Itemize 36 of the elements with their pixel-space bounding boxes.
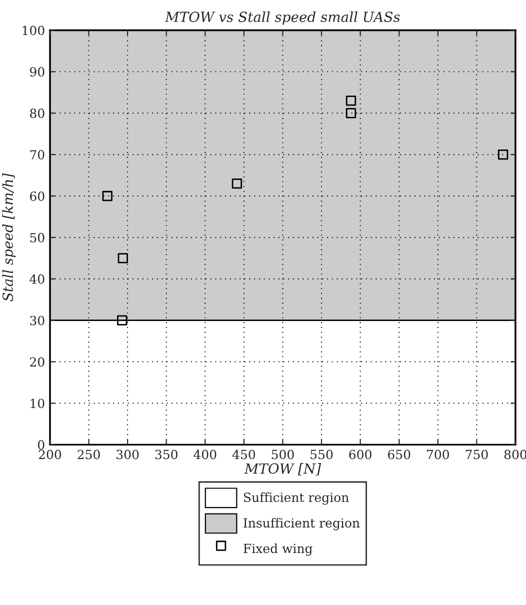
y-tick-label: 70 xyxy=(30,150,44,160)
y-tick-label: 60 xyxy=(30,191,44,201)
point xyxy=(498,149,508,160)
legend-label: Sufficient region xyxy=(244,492,349,505)
y-tick-label: 100 xyxy=(22,26,44,36)
point xyxy=(118,253,128,264)
y-axis-title: Stall speed [km/h] xyxy=(2,173,16,302)
x-tick-label: 400 xyxy=(194,450,216,460)
x-tick-label: 600 xyxy=(349,450,372,460)
x-tick-label: 450 xyxy=(232,450,256,460)
point xyxy=(346,96,356,106)
x-axis-title: MTOW [N] xyxy=(244,463,322,476)
point xyxy=(232,178,242,189)
x-tick-label: 250 xyxy=(78,450,100,460)
y-tick-label: 80 xyxy=(30,108,44,118)
y-tick-label: 40 xyxy=(30,274,44,284)
y-tick-label: 30 xyxy=(30,316,44,326)
x-tick-label: 350 xyxy=(155,450,178,460)
point xyxy=(346,108,356,118)
x-tick-label: 550 xyxy=(310,450,333,460)
x-tick-label: 750 xyxy=(466,450,488,460)
chart-title: MTOW vs Stall speed small UASs xyxy=(164,11,400,25)
y-tick-label: 90 xyxy=(30,67,44,77)
y-tick-label: 10 xyxy=(30,398,44,408)
x-tick-label: 500 xyxy=(272,450,294,460)
x-tick-label: 300 xyxy=(116,450,139,460)
point xyxy=(117,315,128,326)
y-tick-label: 20 xyxy=(30,357,44,367)
x-tick-label: 700 xyxy=(427,450,449,460)
x-tick-label: 200 xyxy=(38,450,62,460)
point xyxy=(102,190,112,202)
legend-label: Fixed wing xyxy=(244,544,312,556)
x-tick-label: 650 xyxy=(388,450,410,460)
y-tick-label: 50 xyxy=(30,232,44,242)
y-tick-label: 0 xyxy=(38,440,44,450)
legend-label: Insufficient region xyxy=(244,518,360,530)
